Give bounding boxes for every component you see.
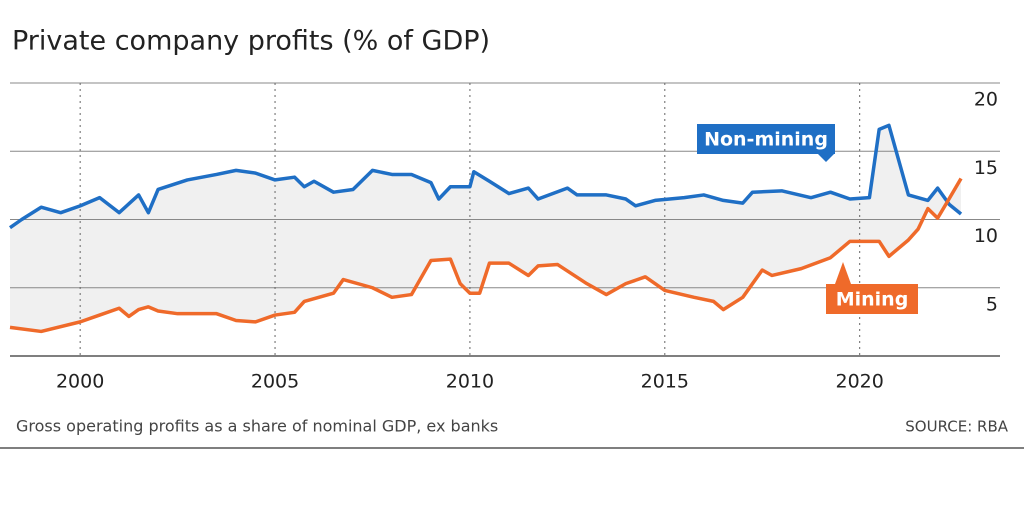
y-tick-label: 20 [974,89,998,111]
label-box [697,124,835,154]
source: SOURCE: RBA [905,418,1008,436]
x-tick-label: 2020 [836,371,884,393]
x-tick-label: 2010 [446,371,494,393]
legend-label: Non-mining [704,129,828,151]
note: Gross operating profits as a share of no… [16,417,498,436]
shade [10,125,962,332]
y-tick-label: 10 [974,225,998,247]
y-tick-label: 5 [986,293,998,315]
label-box [826,284,918,314]
x-tick-label: 2005 [251,371,299,393]
label-pointer [818,154,834,162]
y-tick-label: 15 [974,157,998,179]
line [9,177,963,334]
label-pointer [835,262,851,284]
legend-label: Mining [836,289,909,311]
chart-title: Private company profits (% of GDP) [12,26,490,57]
line [8,123,963,230]
x-tick-label: 2015 [641,371,689,393]
x-tick-label: 2000 [56,371,104,393]
